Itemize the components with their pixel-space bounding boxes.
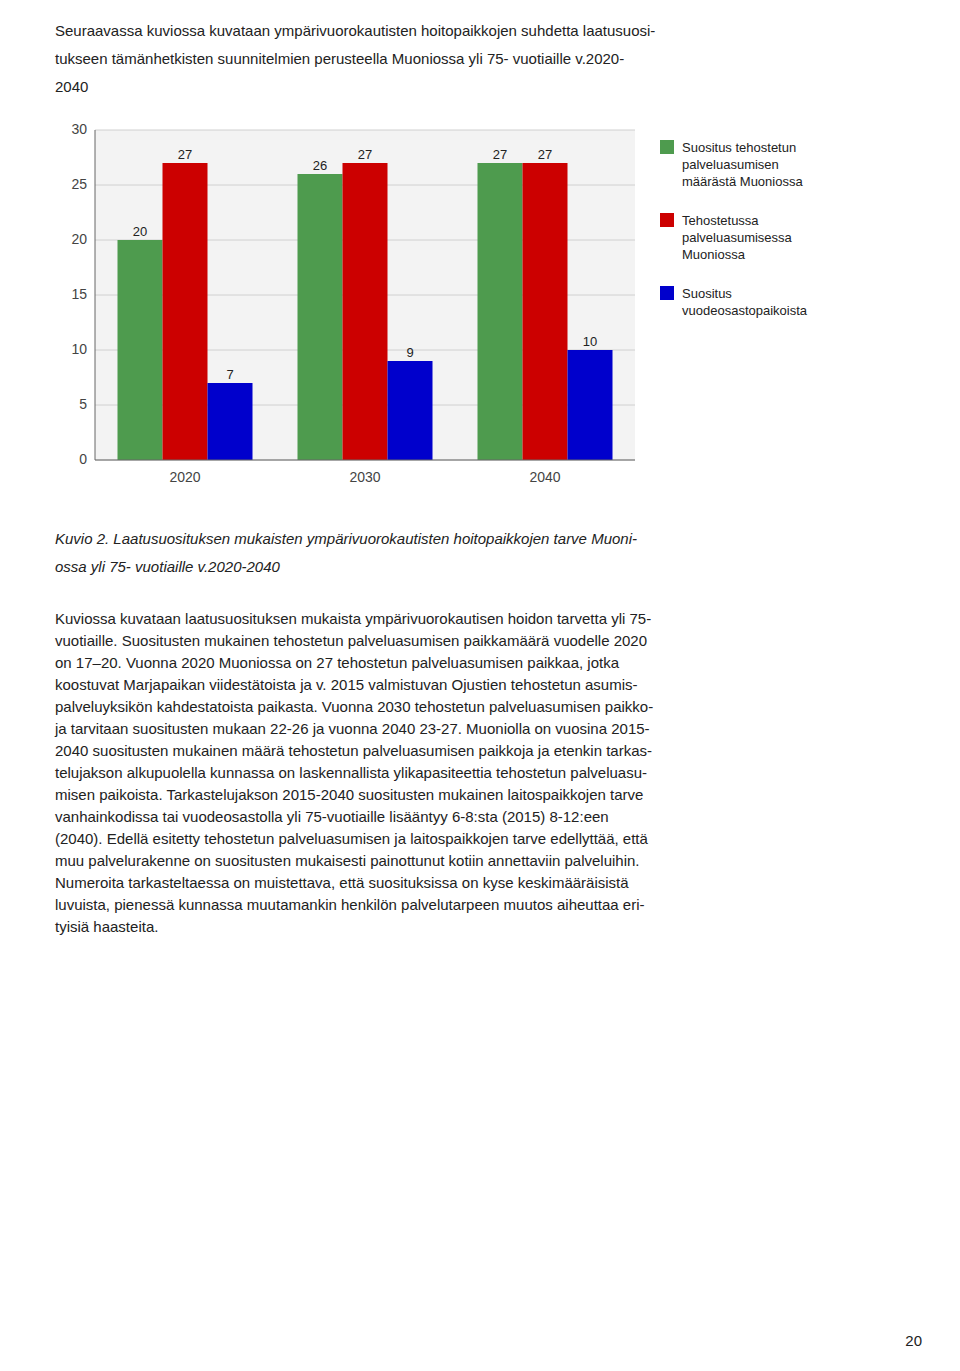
body-text: tyisiä haasteita. — [55, 918, 158, 935]
body-text: koostuvat Marjapaikan viidestätoista ja … — [55, 676, 638, 693]
legend-line: määrästä Muoniossa — [682, 174, 803, 189]
data-label: 7 — [226, 367, 233, 382]
legend-entry: Suositus vuodeosastopaikoista — [682, 286, 808, 318]
body-text: on 17–20. Vuonna 2020 Muoniossa on 27 te… — [55, 654, 619, 671]
body-text: luvuista, pienessä kunnassa muutamankin … — [55, 896, 645, 913]
body-text: (2040). Edellä esitetty tehostetun palve… — [55, 830, 648, 847]
bar — [298, 174, 343, 460]
x-tick-label: 2020 — [169, 469, 200, 485]
data-label: 27 — [493, 147, 507, 162]
data-label: 27 — [358, 147, 372, 162]
body-text: Numeroita tarkasteltaessa on muistettava… — [55, 874, 629, 891]
grid-line — [95, 460, 635, 461]
grid-line — [95, 130, 635, 131]
data-labels: 20 27 7 26 27 9 27 27 10 — [133, 147, 597, 382]
intro-text: tukseen tämänhetkisten suunnitelmien per… — [55, 50, 624, 67]
legend-swatch — [660, 286, 674, 300]
bars — [118, 163, 613, 460]
x-axis — [95, 460, 635, 461]
page-number: 20 — [905, 1332, 922, 1349]
body-text: telujakson alkupuolella kunnassa on lask… — [55, 764, 647, 781]
data-label: 10 — [583, 334, 597, 349]
legend-line: palveluasumisessa — [682, 230, 793, 245]
legend-line: vuodeosastopaikoista — [682, 303, 808, 318]
caption: Kuvio 2. Laatusuosituksen mukaisten ympä… — [55, 530, 637, 547]
body-text: 2040 suositusten mukainen määrä tehostet… — [55, 742, 652, 759]
legend-line: palveluasumisen — [682, 157, 779, 172]
y-tick-label: 20 — [71, 231, 87, 247]
legend-swatch — [660, 140, 674, 154]
legend-entry: Suositus tehostetun palveluasumisen määräs… — [682, 140, 803, 189]
data-label: 20 — [133, 224, 147, 239]
body-text: palveluyksikön kahdestatoista paikasta. … — [55, 698, 653, 715]
legend-entry: Tehostetussa palveluasumisessa Muoniossa — [682, 213, 793, 262]
bar — [208, 383, 253, 460]
chart: 0 5 10 15 20 25 30 20 27 7 26 27 9 27 27 10 2020 2030 2040… — [40, 110, 920, 510]
legend-line: Suositus tehostetun — [682, 140, 796, 155]
data-label: 9 — [406, 345, 413, 360]
legend-line: Tehostetussa — [682, 213, 759, 228]
legend-swatch — [660, 213, 674, 227]
body-text: vuotiaille. Suositusten mukainen tehoste… — [55, 632, 647, 649]
caption: ossa yli 75- vuotiaille v.2020-2040 — [55, 558, 280, 575]
legend-line: Suositus — [682, 286, 732, 301]
y-axis — [95, 130, 96, 460]
x-tick-label: 2030 — [349, 469, 380, 485]
bar — [568, 350, 613, 460]
bar — [163, 163, 208, 460]
bar — [478, 163, 523, 460]
body-text: vanhainkodissa tai vuodeosastolla yli 75… — [55, 808, 609, 825]
body-text: Kuviossa kuvataan laatusuosituksen mukai… — [55, 610, 651, 627]
y-tick-label: 5 — [79, 396, 87, 412]
intro-text: Seuraavassa kuviossa kuvataan ympärivuor… — [55, 22, 655, 39]
y-tick-label: 25 — [71, 176, 87, 192]
bar — [118, 240, 163, 460]
y-tick-label: 15 — [71, 286, 87, 302]
body-text: misen paikoista. Tarkastelujakson 2015-2… — [55, 786, 643, 803]
plot-background — [95, 130, 635, 460]
bar — [388, 361, 433, 460]
data-label: 27 — [178, 147, 192, 162]
data-label: 27 — [538, 147, 552, 162]
bar — [343, 163, 388, 460]
intro-text: 2040 — [55, 78, 88, 95]
body-text: ja tarvitaan suositusten mukaan 22-26 ja… — [55, 720, 650, 737]
legend-line: Muoniossa — [682, 247, 746, 262]
data-label: 26 — [313, 158, 327, 173]
y-tick-label: 30 — [71, 121, 87, 137]
x-tick-label: 2040 — [529, 469, 560, 485]
body-text: muu palvelurakenne on suositusten mukais… — [55, 852, 640, 869]
y-tick-label: 0 — [79, 451, 87, 467]
legend: Suositus tehostetun palveluasumisen määräs… — [660, 140, 808, 318]
y-tick-label: 10 — [71, 341, 87, 357]
bar — [523, 163, 568, 460]
